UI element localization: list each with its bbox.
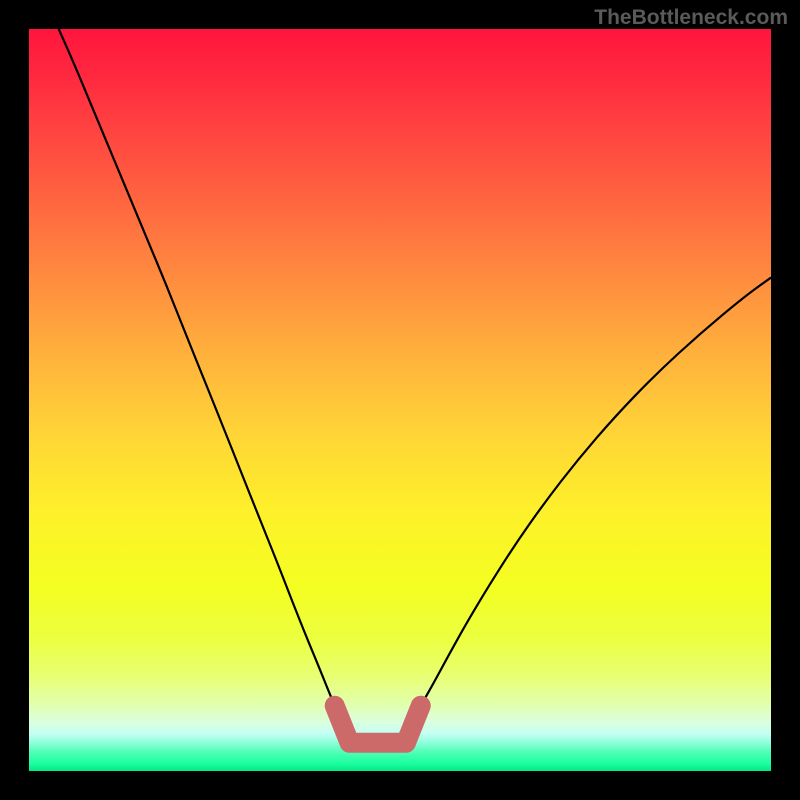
plot-background-gradient (29, 29, 771, 771)
chart-container: TheBottleneck.com (0, 0, 800, 800)
bottleneck-chart (0, 0, 800, 800)
watermark-text: TheBottleneck.com (594, 6, 788, 30)
